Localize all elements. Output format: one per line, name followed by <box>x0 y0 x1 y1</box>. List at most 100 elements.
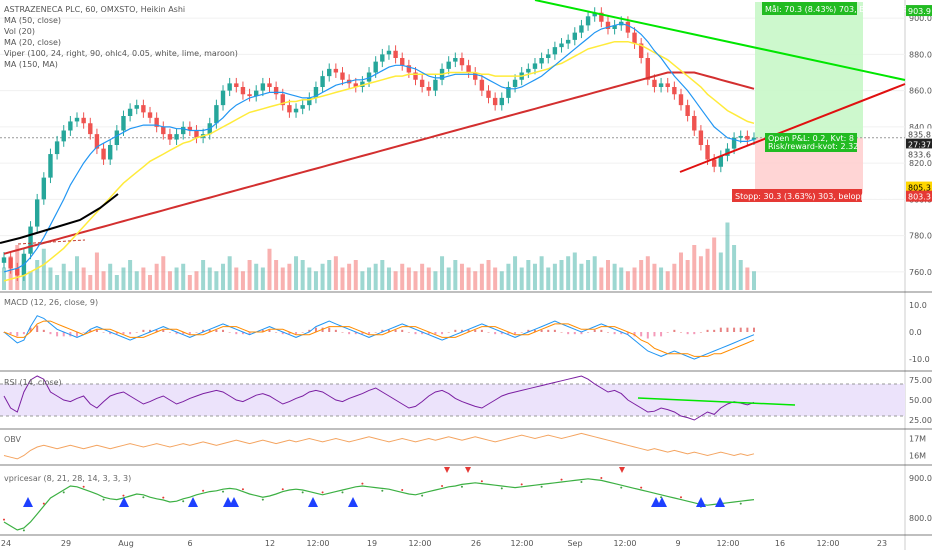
ma150-line <box>3 71 755 255</box>
macd-histogram-bar <box>354 332 357 335</box>
candle-body <box>260 83 266 91</box>
candle-body <box>380 54 385 62</box>
volume-bar <box>725 222 730 290</box>
obv-tick-label: 17M <box>909 435 926 444</box>
volume-bar <box>473 271 478 290</box>
volume-bar <box>519 267 524 290</box>
volume-bar <box>35 260 40 290</box>
macd-histogram-bar <box>195 332 198 333</box>
candle-body <box>220 90 226 106</box>
macd-histogram-bar <box>102 332 105 333</box>
macd-histogram-bar <box>109 332 112 335</box>
candle-body <box>486 90 491 98</box>
macd-histogram-bar <box>600 329 603 332</box>
volume-bar <box>327 260 332 290</box>
candle-body <box>546 54 551 58</box>
volume-bar <box>114 275 119 290</box>
candle-body <box>94 134 100 149</box>
macd-histogram-bar <box>560 332 563 333</box>
macd-histogram-bar <box>460 329 463 332</box>
candle-body <box>88 123 93 135</box>
macd-histogram-bar <box>626 332 629 335</box>
macd-histogram-bar <box>693 332 696 335</box>
candle-body <box>579 25 584 33</box>
macd-histogram-bar <box>706 329 709 332</box>
volume-bar <box>333 256 338 290</box>
x-tick-label: 12 <box>265 539 275 548</box>
macd-histogram-bar <box>314 327 317 332</box>
candle-body <box>393 50 398 58</box>
macd-histogram-bar <box>679 332 682 333</box>
volume-bar <box>187 275 192 290</box>
sar-dot <box>102 498 105 501</box>
macd-histogram-bar <box>713 329 716 332</box>
candle-body <box>638 43 644 58</box>
sar-dot <box>480 480 483 483</box>
volume-bar <box>274 260 279 290</box>
volume-bar <box>68 271 73 290</box>
volume-bar <box>532 263 537 290</box>
volume-bar <box>665 271 670 290</box>
price-axis-tag <box>906 138 932 150</box>
candle-body <box>181 126 186 135</box>
obv-line <box>3 432 755 460</box>
macd-histogram-bar <box>16 332 19 337</box>
volume-bar <box>453 260 458 290</box>
macd-histogram-bar <box>142 329 145 332</box>
volume-bar <box>639 260 644 290</box>
rsi-tick-label: 25.00 <box>909 416 932 425</box>
sar-dot <box>401 489 404 491</box>
volume-bar <box>340 267 345 290</box>
sar-dot <box>182 500 185 503</box>
volume-bar <box>738 260 743 290</box>
macd-histogram-bar <box>613 332 616 335</box>
volume-bar <box>161 256 166 290</box>
candle-body <box>333 68 339 73</box>
candle-body <box>360 81 365 87</box>
volume-bar <box>61 263 66 290</box>
macd-histogram-bar <box>587 332 590 333</box>
price-axis-tag <box>906 181 932 193</box>
candle-body <box>273 87 279 95</box>
macd-histogram-bar <box>82 332 85 333</box>
buy-signal-triangle <box>23 497 33 507</box>
macd-histogram-bar <box>76 332 79 337</box>
macd-histogram-bar <box>235 332 238 335</box>
candle-body <box>492 97 498 106</box>
macd-histogram-bar <box>301 332 304 333</box>
volume-bar <box>360 271 365 290</box>
macd-histogram-bar <box>368 332 371 335</box>
macd-histogram-bar <box>381 329 384 332</box>
candle-body <box>254 90 259 97</box>
macd-histogram-bar <box>295 332 298 335</box>
macd-histogram-bar <box>514 332 517 335</box>
rsi-tick-label: 75.00 <box>909 376 932 385</box>
macd-histogram-bar <box>56 332 59 337</box>
candle-body <box>552 47 558 55</box>
candle-body <box>459 58 465 66</box>
candle-body <box>141 105 146 113</box>
candle-body <box>147 112 153 118</box>
macd-histogram-bar <box>500 332 503 335</box>
x-tick-label: 29 <box>61 539 71 548</box>
candle-body <box>506 87 511 98</box>
price-axis-tag <box>906 5 932 17</box>
candle-body <box>74 117 80 122</box>
candle-body <box>658 83 664 87</box>
macd-histogram-bar <box>467 329 470 332</box>
volume-bar <box>579 263 584 290</box>
legend-line-3: MA (20, close) <box>4 38 62 47</box>
candle-body <box>386 50 392 55</box>
rsi-band <box>0 384 905 416</box>
sar-dot <box>241 488 244 491</box>
ascending-trendline <box>679 83 906 173</box>
candle-body <box>652 79 657 87</box>
candle-body <box>539 58 544 64</box>
volume-bar <box>745 267 750 290</box>
macd-histogram-bar <box>507 332 510 335</box>
volume-bar <box>506 263 511 290</box>
volume-bar <box>174 267 179 290</box>
candle-body <box>685 105 690 116</box>
macd-histogram-bar <box>699 332 702 333</box>
